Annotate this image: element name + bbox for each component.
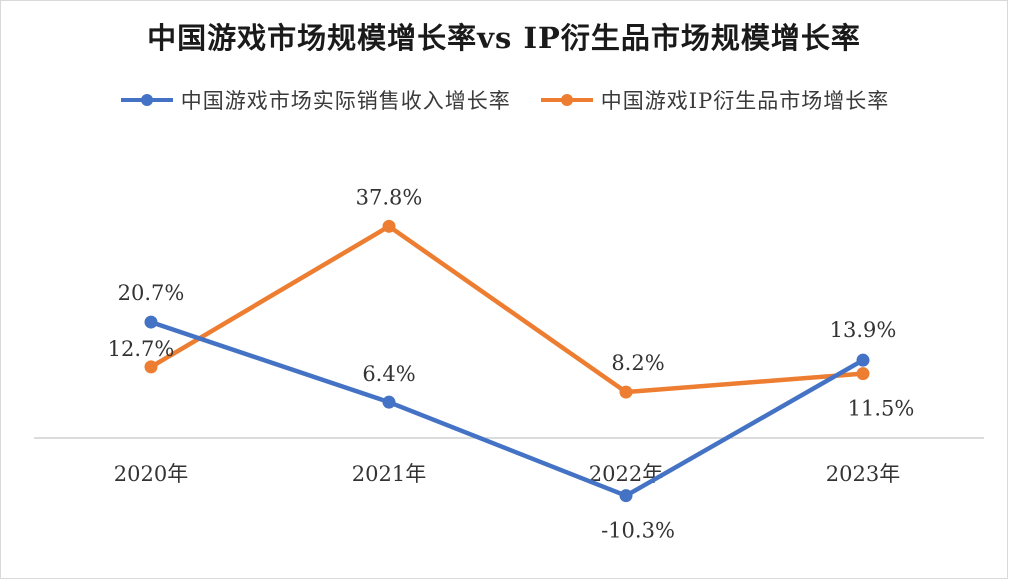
- data-label: 8.2%: [611, 351, 664, 375]
- series-0-point: [856, 353, 870, 367]
- series-0-point: [619, 489, 633, 503]
- series-1-point: [619, 385, 633, 399]
- series-0-point: [144, 315, 158, 329]
- legend-label-sales-growth: 中国游戏市场实际销售收入增长率: [180, 89, 511, 113]
- data-label: 13.9%: [830, 318, 897, 342]
- legend-swatch-ip-growth: [540, 94, 593, 106]
- legend-entry-ip-growth: 中国游戏IP衍生品市场增长率: [539, 85, 889, 115]
- data-label: 6.4%: [362, 362, 415, 386]
- legend-entry-sales-growth: 中国游戏市场实际销售收入增长率: [119, 85, 511, 115]
- series-line-0: [148, 319, 866, 498]
- data-label: 37.8%: [356, 185, 423, 209]
- x-tick-label: 2021年: [352, 462, 426, 486]
- series-1-point: [382, 219, 396, 233]
- legend: 中国游戏市场实际销售收入增长率 中国游戏IP衍生品市场增长率: [1, 85, 1007, 115]
- legend-swatch-sales-growth: [120, 94, 173, 106]
- data-label: 20.7%: [118, 281, 185, 305]
- series-0-point: [382, 395, 396, 409]
- series-line-1: [148, 224, 866, 395]
- chart-title: 中国游戏市场规模增长率vs IP衍生品市场规模增长率: [147, 21, 861, 55]
- x-tick-label: 2023年: [826, 462, 900, 486]
- series-1-point: [144, 360, 158, 374]
- data-label: 12.7%: [108, 337, 175, 361]
- series-1-point: [856, 367, 870, 381]
- data-label: -10.3%: [601, 519, 675, 543]
- x-tick-label: 2020年: [114, 462, 188, 486]
- data-label: 11.5%: [848, 397, 915, 421]
- legend-label-ip-growth: 中国游戏IP衍生品市场增长率: [600, 89, 890, 113]
